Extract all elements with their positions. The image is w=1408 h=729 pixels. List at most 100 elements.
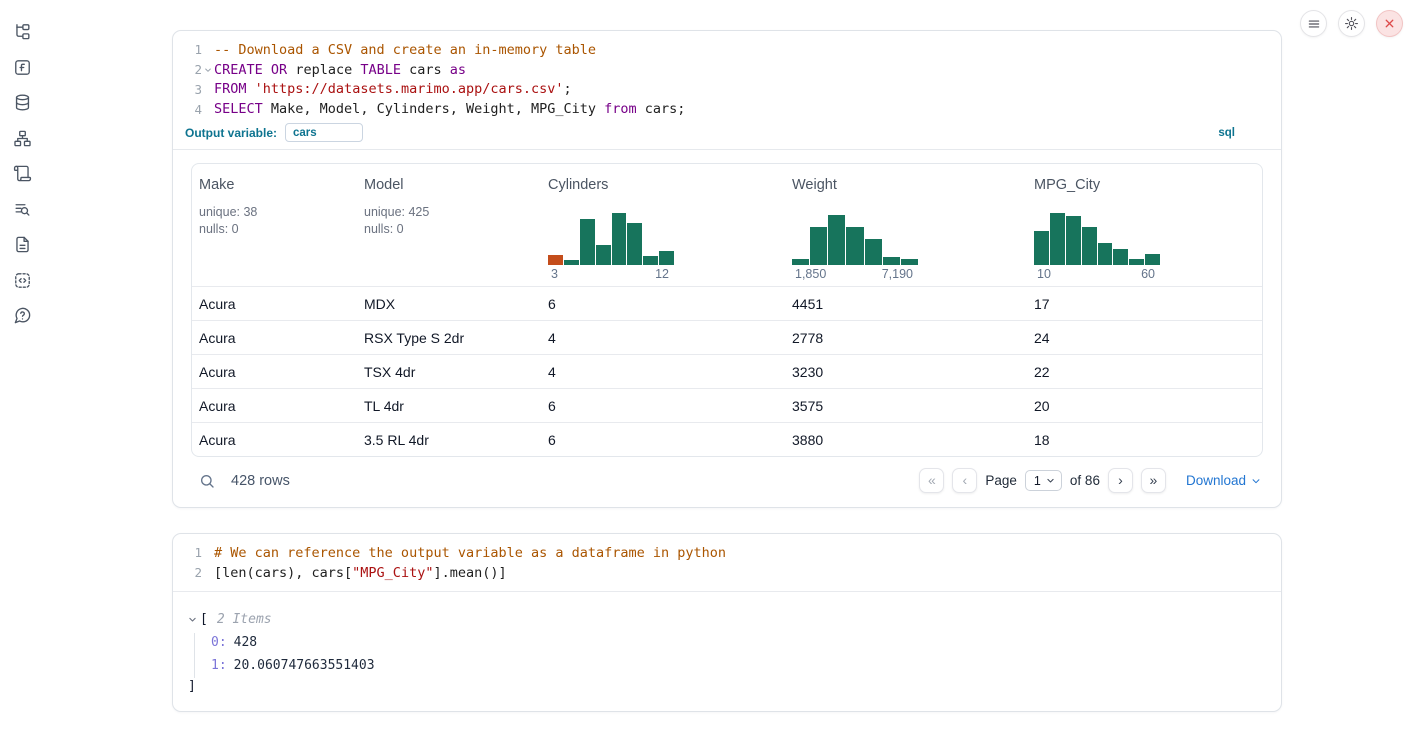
histogram-bar[interactable] bbox=[846, 227, 863, 265]
histogram-bar[interactable] bbox=[596, 245, 611, 265]
column-name[interactable]: Model bbox=[364, 177, 541, 193]
histogram-bar[interactable] bbox=[901, 259, 918, 265]
next-page-button[interactable]: › bbox=[1108, 468, 1133, 493]
table-cell: 3880 bbox=[785, 432, 1027, 448]
histogram-bar[interactable] bbox=[659, 251, 674, 265]
histogram-bar[interactable] bbox=[865, 239, 882, 265]
code-token: ].mean()] bbox=[433, 565, 506, 581]
left-sidebar bbox=[0, 0, 44, 325]
histogram-bar[interactable] bbox=[1034, 231, 1049, 265]
histogram-bar[interactable] bbox=[1082, 227, 1097, 265]
table-cell: MDX bbox=[357, 296, 541, 312]
column-name[interactable]: MPG_City bbox=[1034, 177, 1262, 193]
sidebar-item-database[interactable] bbox=[12, 93, 32, 112]
fold-chevron-icon bbox=[204, 66, 212, 74]
histogram-bar[interactable] bbox=[792, 259, 809, 265]
code-token: SELECT bbox=[214, 101, 263, 117]
page-select[interactable]: 1 bbox=[1025, 470, 1062, 491]
histogram-bar[interactable] bbox=[1066, 216, 1081, 265]
table-body: AcuraMDX6445117AcuraRSX Type S 2dr427782… bbox=[192, 287, 1262, 456]
table-header-row: Makeunique: 38nulls: 0Modelunique: 425nu… bbox=[192, 164, 1262, 287]
search-icon bbox=[199, 473, 215, 489]
column-name[interactable]: Weight bbox=[792, 177, 1027, 193]
column-stat: nulls: 0 bbox=[199, 221, 357, 238]
sidebar-item-code-block[interactable] bbox=[12, 271, 32, 290]
last-page-button[interactable]: » bbox=[1141, 468, 1166, 493]
histogram-bar[interactable] bbox=[1098, 243, 1113, 265]
sidebar-item-function-square[interactable] bbox=[12, 58, 32, 77]
sidebar-item-list-search[interactable] bbox=[12, 200, 32, 219]
histogram-bar[interactable] bbox=[1050, 213, 1065, 265]
histogram-bar[interactable] bbox=[627, 223, 642, 265]
settings-button[interactable] bbox=[1338, 10, 1365, 37]
language-badge[interactable]: sql bbox=[1218, 127, 1235, 139]
code-text: [len(cars), cars["MPG_City"].mean()] bbox=[214, 565, 507, 581]
column-stats: unique: 425nulls: 0 bbox=[364, 204, 541, 237]
table-cell: TSX 4dr bbox=[357, 364, 541, 380]
first-page-button[interactable]: « bbox=[919, 468, 944, 493]
code-line: 1-- Download a CSV and create an in-memo… bbox=[173, 40, 1281, 60]
code-line: 2CREATE OR replace TABLE cars as bbox=[173, 60, 1281, 80]
histogram-bar[interactable] bbox=[643, 256, 658, 265]
open-bracket: [ bbox=[200, 612, 208, 627]
sidebar-item-file-text[interactable] bbox=[12, 235, 32, 254]
close-button[interactable] bbox=[1376, 10, 1403, 37]
code-token: Make, Model, Cylinders, Weight, MPG_City bbox=[263, 101, 604, 117]
histogram-bar[interactable] bbox=[828, 215, 845, 265]
histogram-bar[interactable] bbox=[612, 213, 627, 265]
column-histogram: 312 bbox=[548, 213, 674, 286]
code-token: FROM bbox=[214, 81, 247, 97]
search-button[interactable] bbox=[199, 473, 215, 489]
table-row[interactable]: AcuraTSX 4dr4323022 bbox=[192, 354, 1262, 388]
histogram-axis: 312 bbox=[548, 267, 674, 281]
sidebar-item-scroll[interactable] bbox=[12, 164, 32, 183]
python-code-editor[interactable]: 1# We can reference the output variable … bbox=[173, 534, 1281, 583]
prev-page-button[interactable]: ‹ bbox=[952, 468, 977, 493]
histogram-bar[interactable] bbox=[580, 219, 595, 265]
histogram-bar[interactable] bbox=[883, 257, 900, 265]
line-number: 1 bbox=[181, 42, 202, 57]
tree-collapse-toggle[interactable] bbox=[188, 615, 197, 624]
sidebar-item-file-tree[interactable] bbox=[12, 22, 32, 41]
code-token: as bbox=[450, 62, 466, 78]
fold-toggle[interactable] bbox=[202, 66, 214, 74]
download-label: Download bbox=[1186, 473, 1246, 488]
column-name[interactable]: Make bbox=[199, 177, 357, 193]
scroll-icon bbox=[13, 164, 32, 183]
table-row[interactable]: Acura3.5 RL 4dr6388018 bbox=[192, 422, 1262, 456]
histogram-bar[interactable] bbox=[1113, 249, 1128, 265]
histogram-bar[interactable] bbox=[1145, 254, 1160, 265]
code-token: "MPG_City" bbox=[352, 565, 433, 581]
code-token: cars; bbox=[637, 101, 686, 117]
sql-cell: 1-- Download a CSV and create an in-memo… bbox=[172, 30, 1282, 508]
histogram-bar[interactable] bbox=[810, 227, 827, 265]
histogram-bar[interactable] bbox=[1129, 259, 1144, 265]
table-cell: TL 4dr bbox=[357, 398, 541, 414]
code-token: CREATE bbox=[214, 62, 263, 78]
output-variable-input[interactable] bbox=[285, 123, 363, 142]
code-token: ; bbox=[564, 81, 572, 97]
table-row[interactable]: AcuraMDX6445117 bbox=[192, 287, 1262, 320]
chevron-down-icon bbox=[1046, 476, 1055, 485]
sql-code-editor[interactable]: 1-- Download a CSV and create an in-memo… bbox=[173, 31, 1281, 119]
page-select-value: 1 bbox=[1034, 474, 1041, 488]
histogram-bars bbox=[792, 213, 918, 265]
histogram-bar[interactable] bbox=[564, 260, 579, 265]
sidebar-item-sitemap[interactable] bbox=[12, 129, 32, 148]
output-variable-label: Output variable: bbox=[185, 126, 277, 140]
column-name[interactable]: Cylinders bbox=[548, 177, 785, 193]
sidebar-item-help-circle[interactable] bbox=[12, 306, 32, 325]
page-total-label: of 86 bbox=[1070, 473, 1100, 488]
help-circle-icon bbox=[13, 306, 32, 325]
download-button[interactable]: Download bbox=[1186, 473, 1261, 488]
code-block-icon bbox=[13, 271, 32, 290]
axis-min-label: 10 bbox=[1037, 267, 1051, 281]
close-icon bbox=[1383, 17, 1396, 30]
table-row[interactable]: AcuraRSX Type S 2dr4277824 bbox=[192, 320, 1262, 354]
code-text: CREATE OR replace TABLE cars as bbox=[214, 62, 466, 78]
menu-button[interactable] bbox=[1300, 10, 1327, 37]
histogram-bar[interactable] bbox=[548, 255, 563, 265]
histogram-axis: 1,8507,190 bbox=[792, 267, 918, 281]
table-row[interactable]: AcuraTL 4dr6357520 bbox=[192, 388, 1262, 422]
entry-value: 20.060747663551403 bbox=[234, 658, 375, 673]
